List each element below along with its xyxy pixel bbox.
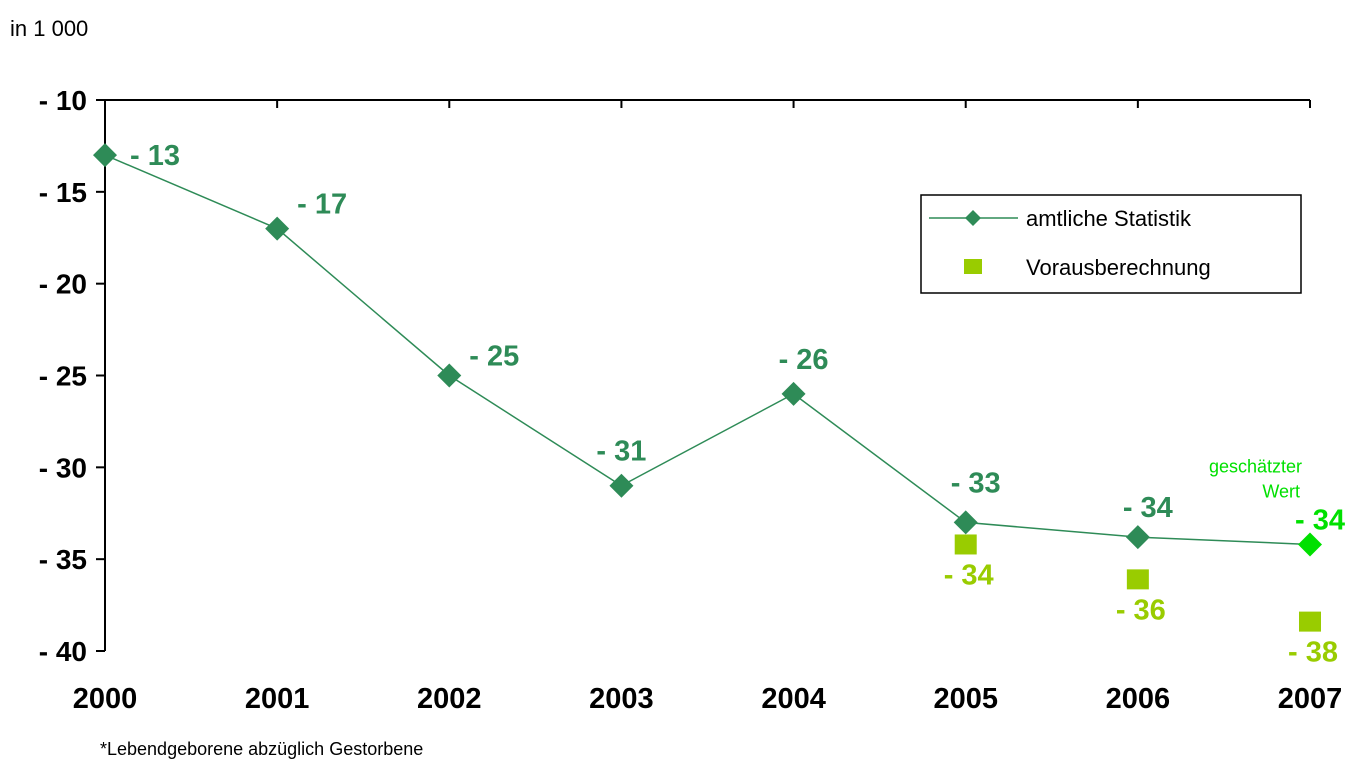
estimate-annotation: geschätzter Wert <box>1209 456 1302 501</box>
data-label-amtliche-statistik: - 31 <box>596 436 646 468</box>
x-tick-label: 2001 <box>245 683 310 715</box>
point-amtliche-statistik <box>1125 525 1150 550</box>
data-label-vorausberechnung: - 36 <box>1116 594 1166 626</box>
legend-box <box>920 194 1302 294</box>
point-amtliche-statistik <box>93 143 117 168</box>
x-tick-label: 2002 <box>417 683 482 715</box>
x-tick-label: 2003 <box>589 683 654 715</box>
estimate-annotation-line: Wert <box>1262 481 1300 501</box>
point-amtliche-statistik <box>265 216 290 241</box>
x-tick-label: 2007 <box>1278 683 1343 715</box>
data-label-amtliche-statistik: - 33 <box>951 467 1001 499</box>
data-label-amtliche-statistik: - 25 <box>469 341 519 373</box>
point-amtliche-statistik <box>437 363 462 388</box>
data-label-amtliche-statistik: - 34 <box>1123 492 1173 524</box>
point-amtliche-statistik <box>953 510 978 535</box>
legend-label-vorausberechnung: Vorausberechnung <box>1026 255 1211 280</box>
y-tick-label: - 35 <box>39 544 87 575</box>
series-line-amtliche-statistik <box>104 154 1311 546</box>
point-vorausberechnung <box>1299 611 1321 632</box>
point-vorausberechnung <box>1126 569 1149 590</box>
legend-marker-vorausberechnung <box>964 259 982 274</box>
y-tick-label: - 20 <box>39 269 87 300</box>
footnote: *Lebendgeborene abzüglich Gestorbene <box>100 739 423 759</box>
point-amtliche-statistik <box>781 381 806 406</box>
x-tick-label: 2004 <box>761 683 826 715</box>
data-label-amtliche-statistik: - 26 <box>779 344 829 376</box>
y-tick-label: - 15 <box>39 177 87 208</box>
point-amtliche-statistik <box>609 473 634 498</box>
unit-label: in 1 000 <box>10 16 88 41</box>
legend-label-amtliche-statistik: amtliche Statistik <box>1026 206 1192 231</box>
data-label-amtliche-statistik: - 17 <box>297 189 347 221</box>
y-tick-label: - 25 <box>39 361 87 392</box>
data-label-amtliche-statistik: - 34 <box>1295 504 1345 536</box>
point-amtliche-statistik <box>1298 532 1322 557</box>
estimate-annotation-line: geschätzter <box>1209 456 1302 476</box>
x-tick-label: 2000 <box>73 683 138 715</box>
legend: amtliche Statistik Vorausberechnung <box>920 194 1302 294</box>
data-label-vorausberechnung: - 34 <box>944 559 994 591</box>
point-vorausberechnung <box>954 534 977 555</box>
y-tick-label: - 40 <box>39 636 87 667</box>
x-tick-label: 2005 <box>933 683 998 715</box>
data-label-vorausberechnung: - 38 <box>1288 637 1338 669</box>
y-tick-label: - 10 <box>39 85 87 116</box>
data-label-amtliche-statistik: - 13 <box>130 140 180 172</box>
y-tick-label: - 30 <box>39 452 87 483</box>
legend-marker-amtliche-statistik <box>965 210 981 226</box>
x-tick-label: 2006 <box>1106 683 1171 715</box>
